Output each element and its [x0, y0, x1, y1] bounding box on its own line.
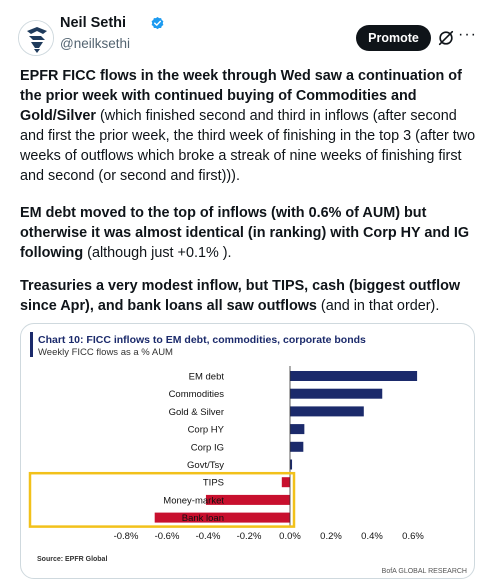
category-label: Corp HY: [188, 425, 225, 436]
paragraph-1-run-1: EPFR FICC flows in the week through Wed …: [20, 68, 462, 124]
paragraph-3-run-2: (and in that order).: [316, 298, 440, 314]
grok-icon[interactable]: [437, 29, 455, 47]
x-tick-label: 0.6%: [402, 531, 424, 542]
x-tick-label: 0.2%: [320, 531, 342, 542]
category-label: EM debt: [189, 372, 225, 383]
bar-gold-silver: [290, 406, 364, 417]
promote-button[interactable]: Promote: [356, 25, 431, 51]
post-header: Neil Sethi @neilksethi Promote ···: [0, 0, 485, 60]
author-handle[interactable]: @neilksethi: [60, 36, 130, 51]
avatar-logo-icon: [19, 21, 53, 55]
x-tick-label: -0.6%: [155, 531, 180, 542]
paragraph-2-run-1: EM debt moved to the top of inflows (wit…: [20, 205, 470, 261]
bar-corp-hy: [290, 424, 305, 435]
chart-source: Source: EPFR Global: [37, 556, 107, 563]
category-label: Bank loan: [182, 513, 224, 524]
bar-money-market: [205, 494, 290, 505]
x-tick-label: -0.2%: [237, 531, 262, 542]
x-tick-label: -0.4%: [196, 531, 221, 542]
bar-bank-loan: [154, 512, 290, 523]
flows-bar-chart: Chart 10: FICC inflows to EM debt, commo…: [28, 332, 467, 575]
x-tick-label: 0.4%: [361, 531, 383, 542]
highlight-box: [28, 471, 296, 528]
bar-tips: [281, 477, 290, 488]
paragraph-3-run-1: Treasuries a very modest inflow, but TIP…: [20, 278, 461, 314]
category-label: TIPS: [203, 478, 224, 489]
bar-em-debt: [290, 371, 418, 381]
post-paragraph-1: EPFR FICC flows in the week through Wed …: [20, 66, 476, 186]
bar-corp-ig: [290, 441, 304, 452]
x-tick-label: -0.8%: [114, 531, 139, 542]
chart-title: Chart 10: FICC inflows to EM debt, commo…: [38, 334, 366, 346]
chart-subtitle: Weekly FICC flows as a % AUM: [38, 347, 173, 358]
avatar[interactable]: [18, 20, 54, 56]
category-label: Commodities: [169, 389, 225, 400]
more-options-icon[interactable]: ···: [458, 26, 477, 43]
paragraph-2-run-2: (although just +0.1% ).: [83, 245, 232, 261]
post-paragraph-3: Treasuries a very modest inflow, but TIP…: [20, 276, 476, 316]
category-label: Corp IG: [191, 442, 224, 453]
verified-badge-icon: [151, 16, 164, 30]
author-name[interactable]: Neil Sethi: [60, 15, 127, 31]
bar-commodities: [290, 388, 383, 399]
category-label: Govt/Tsy: [187, 460, 224, 471]
attached-chart-image[interactable]: Chart 10: FICC inflows to EM debt, commo…: [20, 323, 475, 579]
category-label: Money-market: [163, 495, 224, 506]
x-tick-label: 0.0%: [279, 531, 301, 542]
post-paragraph-2: EM debt moved to the top of inflows (wit…: [20, 203, 476, 263]
category-label: Gold & Silver: [169, 407, 224, 418]
title-accent-bar: [30, 332, 33, 357]
bar-govt-tsy: [290, 459, 293, 470]
chart-credit: BofA GLOBAL RESEARCH: [382, 568, 467, 575]
paragraph-1-run-2: (which finished second and third in infl…: [20, 108, 476, 184]
